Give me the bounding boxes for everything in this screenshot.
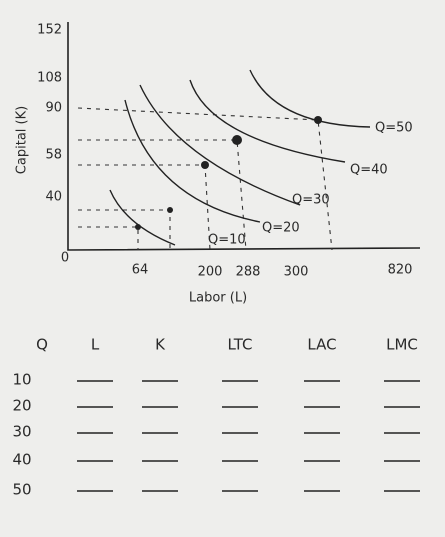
guide-line (77, 107, 333, 251)
x-tick-label: 820 (388, 263, 413, 278)
isoquant (249, 69, 371, 128)
axes (67, 22, 421, 251)
tangent-point (232, 135, 242, 145)
guide-line (78, 209, 171, 250)
tangent-point (314, 116, 322, 124)
tangent-point (201, 161, 209, 169)
x-tick-label: 300 (284, 265, 309, 280)
y-tick-label: 108 (37, 71, 62, 86)
tangent-point (135, 224, 141, 230)
x-tick-label: 288 (236, 265, 261, 280)
isoquant-label: Q=20 (262, 221, 300, 236)
x-tick-label: 200 (198, 265, 223, 280)
isoquant (139, 84, 301, 206)
row-label: 10 (12, 371, 31, 389)
table: Q L K LTC LAC LMC 10 20 30 40 50 (12, 336, 420, 499)
column-header: LAC (307, 336, 336, 354)
row-label: 50 (12, 481, 31, 499)
row-label: 20 (12, 397, 31, 415)
origin-label: 0 (61, 251, 69, 266)
isoquant (189, 79, 346, 163)
tangent-point (167, 207, 173, 213)
y-axis-title: Capital (K) (15, 106, 30, 174)
isoquant (124, 99, 261, 223)
column-header: K (155, 336, 166, 354)
isoquant-label: Q=30 (292, 193, 330, 208)
x-axis-title: Labor (L) (189, 291, 247, 306)
y-tick-label: 152 (37, 23, 62, 38)
column-header: LMC (386, 336, 418, 354)
isoquant (109, 189, 176, 246)
y-tick-label: 58 (45, 148, 62, 163)
guide-line (78, 164, 211, 251)
isoquant-label: Q=50 (375, 121, 413, 136)
graph: Capital (K) Labor (L) 152 108 90 58 40 0… (15, 22, 421, 306)
isoquant-label: Q=10 (208, 233, 246, 248)
column-header: L (91, 336, 100, 354)
row-label: 30 (12, 423, 31, 441)
column-header: Q (36, 336, 48, 354)
row-label: 40 (12, 451, 31, 469)
y-tick-label: 90 (45, 101, 62, 116)
y-tick-label: 40 (45, 190, 62, 205)
x-tick-label: 64 (132, 263, 149, 278)
isoquant-label: Q=40 (350, 163, 388, 178)
guide-line (78, 226, 139, 250)
column-header: LTC (227, 336, 252, 354)
